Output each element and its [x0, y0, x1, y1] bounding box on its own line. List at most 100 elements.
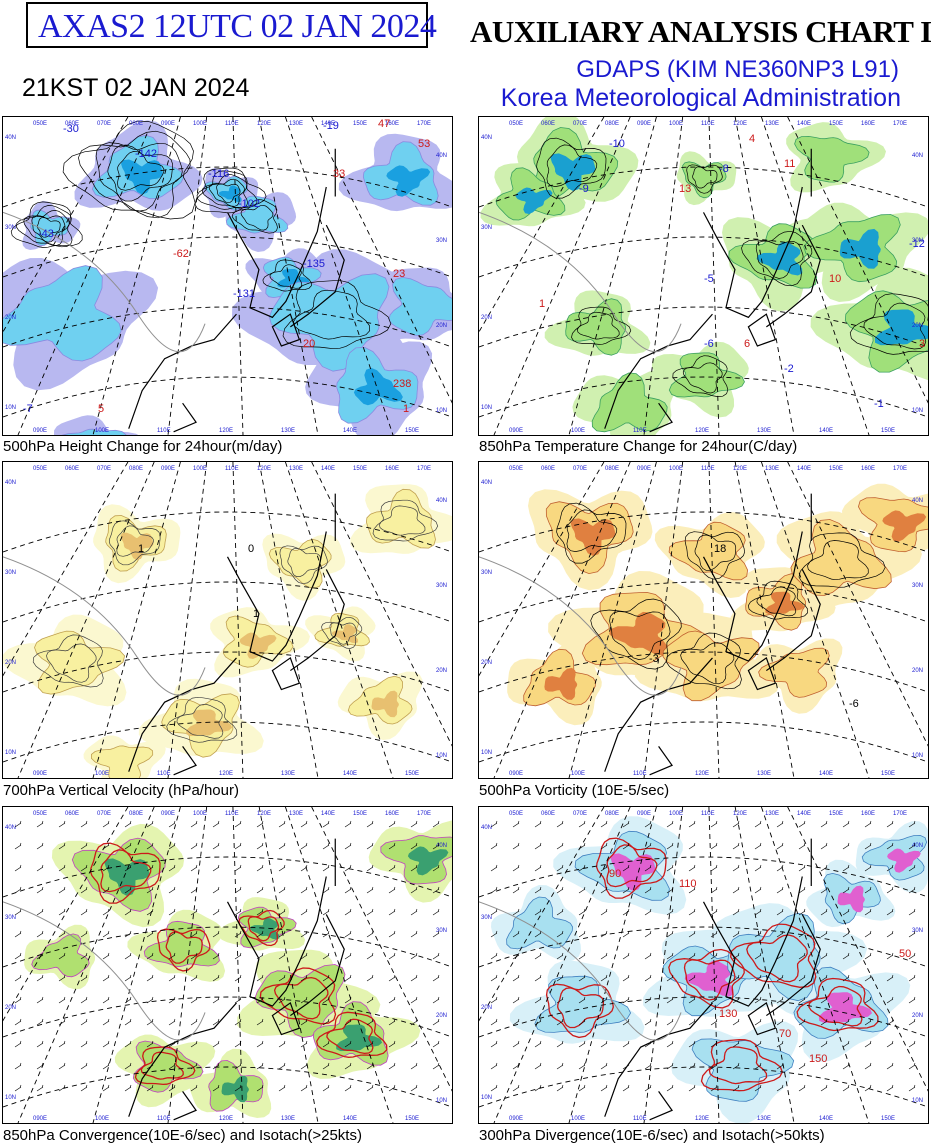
wind-barb	[578, 1062, 586, 1070]
wind-barb	[256, 864, 264, 872]
wind-barb	[212, 974, 220, 982]
lon-label-top: 170E	[893, 121, 907, 127]
meridian-line	[787, 462, 928, 747]
wind-barb	[102, 1040, 110, 1048]
wind-barb	[776, 952, 784, 960]
coastlines	[604, 493, 821, 776]
field-core	[550, 153, 596, 191]
lon-label-bottom: 130E	[757, 428, 771, 434]
lon-label-bottom: 120E	[219, 1116, 233, 1122]
meridian-line	[17, 462, 155, 778]
wind-barb	[102, 908, 110, 916]
wind-barb	[754, 908, 762, 916]
field-core	[186, 709, 233, 737]
map-panel-convergence: 050E 060E 070E 080E 090E 100E 110E 120E 130E 140E…	[2, 806, 453, 1124]
wind-barb	[366, 1062, 374, 1070]
lon-label-bottom: 150E	[405, 771, 419, 777]
wind-barb	[776, 842, 784, 850]
wind-barb	[776, 1084, 784, 1092]
coastline	[226, 531, 327, 662]
contour-line	[595, 837, 667, 899]
wind-barb	[490, 820, 498, 828]
wind-barb	[80, 1084, 88, 1092]
wind-barb	[300, 1062, 308, 1070]
wind-barb	[14, 1018, 22, 1026]
wind-barb	[344, 1084, 352, 1092]
coastlines	[128, 838, 345, 1121]
wind-barb	[366, 864, 374, 872]
wind-barb	[190, 1084, 198, 1092]
field-value-label: -6	[704, 338, 714, 350]
wind-barb	[886, 952, 894, 960]
lat-label-right: 30N	[436, 583, 447, 589]
lat-label-right: 20N	[436, 1013, 447, 1019]
lon-label-top: 090E	[161, 811, 175, 817]
wind-barb	[168, 1018, 176, 1026]
wind-barb	[842, 952, 850, 960]
lon-label-top: 090E	[637, 121, 651, 127]
wind-barb	[366, 820, 374, 828]
wind-barb	[798, 864, 806, 872]
lon-label-bottom: 090E	[509, 771, 523, 777]
wind-barb	[710, 864, 718, 872]
wind-barb	[190, 820, 198, 828]
wind-barb	[776, 1062, 784, 1070]
wind-barb	[600, 842, 608, 850]
wind-barb	[622, 1018, 630, 1026]
field-region	[132, 1040, 204, 1093]
wind-barb	[754, 1018, 762, 1026]
wind-barb	[212, 996, 220, 1004]
wind-barb	[344, 842, 352, 850]
wind-barb	[886, 864, 894, 872]
wind-barb	[36, 886, 44, 894]
wind-barb	[688, 842, 696, 850]
field-core	[120, 532, 154, 561]
lat-label-left: 10N	[5, 750, 16, 756]
coastline	[604, 657, 713, 772]
lon-label-top: 090E	[161, 121, 175, 127]
wind-barb	[168, 1040, 176, 1048]
contour-line	[672, 355, 729, 397]
wind-barb	[366, 1084, 374, 1092]
wind-barb	[212, 864, 220, 872]
wind-barb	[322, 1062, 330, 1070]
field-value-label: -5	[704, 273, 714, 285]
lon-label-top: 120E	[257, 121, 271, 127]
wind-barb	[864, 952, 872, 960]
field-core	[874, 309, 928, 346]
wind-barb	[490, 996, 498, 1004]
wind-barb	[644, 1018, 652, 1026]
wind-barb	[534, 820, 542, 828]
lat-label-right: 20N	[912, 323, 923, 329]
wind-barb	[534, 1062, 542, 1070]
wind-barb	[190, 864, 198, 872]
parallel-line	[479, 926, 928, 968]
country-border	[479, 901, 682, 1041]
contour-line	[808, 985, 863, 1027]
wind-barb	[146, 820, 154, 828]
wind-barb	[644, 1084, 652, 1092]
wind-barb	[578, 820, 586, 828]
contour-lines	[10, 120, 392, 350]
wind-barb	[886, 820, 894, 828]
field-value-label: -102	[238, 198, 260, 210]
lon-label-top: 100E	[669, 466, 683, 472]
wind-barb	[622, 1084, 630, 1092]
lat-label-right: 10N	[912, 408, 923, 414]
wind-barb	[754, 1062, 762, 1070]
lat-label-left: 40N	[481, 135, 492, 141]
meridian-line	[92, 462, 181, 778]
coastline	[702, 186, 803, 319]
wind-barb	[190, 886, 198, 894]
field-core	[331, 624, 358, 644]
wind-barb	[732, 820, 740, 828]
meridian-line	[708, 462, 720, 778]
field-core	[407, 846, 449, 876]
wind-barb	[146, 1040, 154, 1048]
field-value-label: 1	[403, 403, 409, 415]
field-value-label: 130	[719, 1008, 737, 1020]
wind-barb	[212, 886, 220, 894]
coastline	[649, 402, 673, 433]
wind-barb	[754, 864, 762, 872]
coastline	[173, 746, 197, 776]
